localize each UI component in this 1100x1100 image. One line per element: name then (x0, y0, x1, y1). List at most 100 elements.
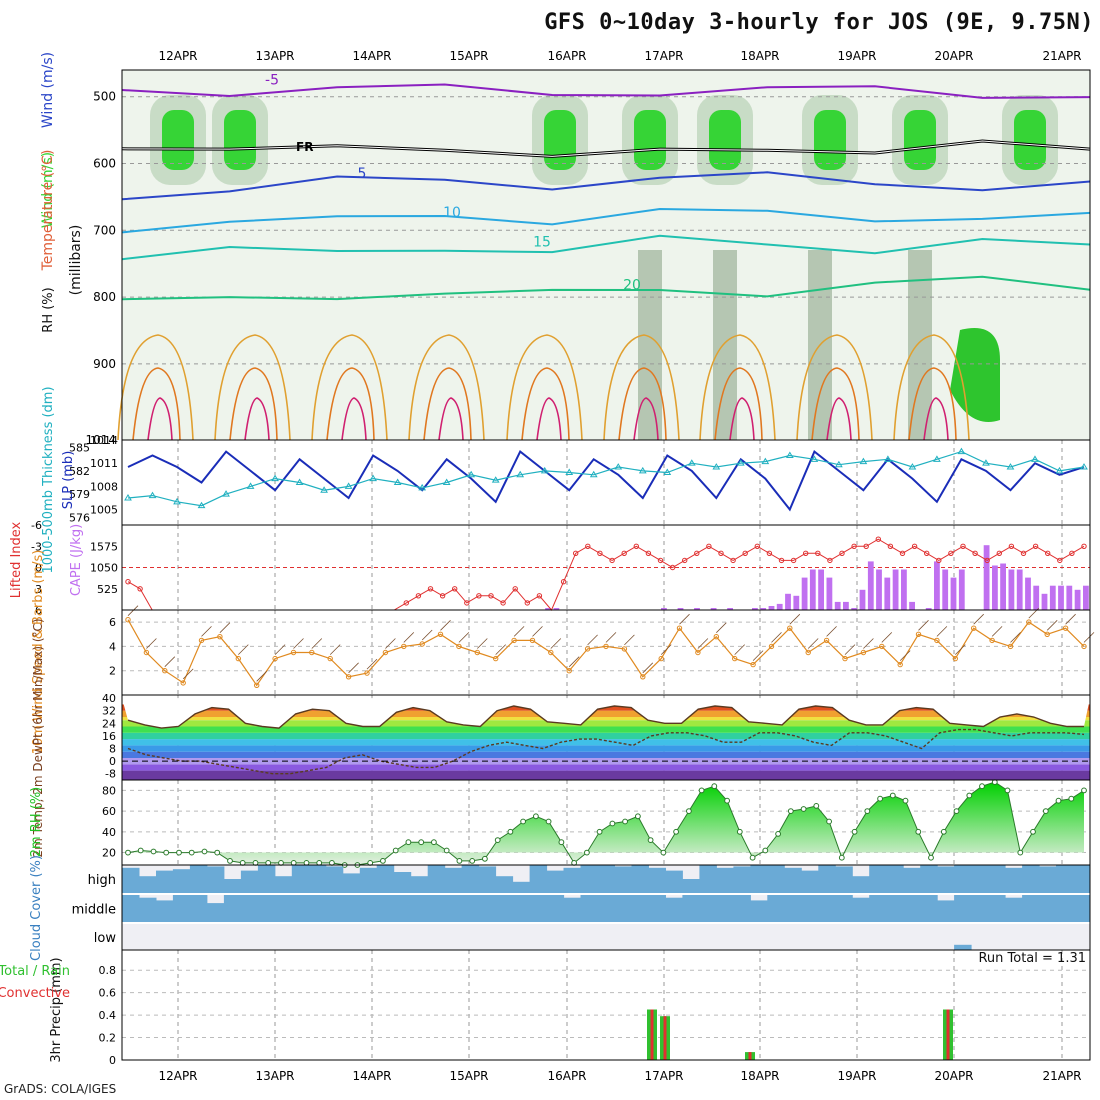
cloud-cell (427, 895, 446, 922)
thickness-point (785, 451, 794, 458)
wind-speed-point (382, 649, 389, 656)
cloud-cell (682, 895, 700, 922)
panel-label: 10m Wind Speed & Barbs (m/s) (31, 550, 46, 755)
pressure-tick: 700 (93, 223, 116, 237)
thickness-point (491, 476, 500, 483)
wind-barb (182, 668, 194, 680)
li-point (415, 593, 422, 599)
cloud-cell (223, 895, 242, 922)
wind-barb (256, 671, 267, 682)
cape-bar (851, 608, 858, 610)
cloud-cell (393, 872, 412, 893)
wind-barb (1010, 632, 1021, 643)
cloud-cell (325, 866, 344, 893)
isotherm-label: -5 (265, 73, 279, 89)
temp-color-band (122, 710, 1090, 717)
li-point (936, 557, 942, 564)
cloud-cell (240, 895, 259, 922)
cloud-cell (512, 895, 531, 922)
temp-color-band (122, 764, 1090, 771)
cloud-cell (376, 895, 395, 922)
pressure-tick: 800 (93, 290, 116, 304)
cloud-cell (1073, 865, 1091, 893)
isotherm-line (121, 207, 1091, 234)
cloud-cell (784, 867, 802, 893)
slp-tick: 1011 (90, 457, 118, 470)
precip-tick: 0.4 (99, 1009, 117, 1022)
cloud-cell (767, 865, 785, 893)
wind-barb (201, 626, 212, 637)
wind-speed-point (235, 655, 242, 662)
wind-barb (329, 644, 341, 655)
date-label-top: 21APR (1042, 49, 1081, 63)
date-label-top: 17APR (644, 49, 683, 63)
cloud-cell (325, 895, 344, 922)
li-point (887, 543, 894, 549)
bl-isotherm (147, 397, 173, 441)
bl-isotherm (244, 397, 270, 441)
li-point (730, 557, 736, 564)
wind-barb (568, 656, 580, 667)
precip-tick: 0.8 (99, 964, 117, 977)
wind-barb (495, 644, 506, 655)
cloud-cell (852, 876, 870, 893)
cape-bar (867, 561, 874, 610)
wind-barb (550, 638, 562, 649)
cloud-cell (478, 895, 497, 922)
wind-speed-point (456, 643, 462, 650)
wind-speed-point (676, 625, 683, 631)
precip-tick: 0.6 (99, 987, 117, 1000)
wind-speed-point (805, 649, 811, 656)
wind-speed-point (934, 637, 940, 644)
rh-point (813, 803, 820, 809)
rh-tick: 80 (102, 784, 116, 797)
cloud-cell (954, 865, 972, 893)
cloud-cell (156, 870, 174, 893)
li-point (645, 550, 652, 556)
thickness-point (124, 493, 132, 501)
temp-color-band (122, 739, 1090, 746)
cape-bar (892, 569, 899, 610)
rh-point (494, 837, 501, 843)
bl-isotherm (423, 367, 472, 441)
wind-speed-point (787, 625, 793, 631)
li-point (742, 550, 748, 556)
thickness-point (663, 468, 672, 475)
wind-speed-point (952, 655, 958, 662)
isotherm-label: 20 (623, 278, 641, 294)
cloud-cell (410, 895, 429, 922)
cloud-cell (580, 865, 598, 893)
cloud-cell (1005, 897, 1023, 922)
wind-barb (863, 638, 874, 649)
wind-barb (734, 644, 745, 655)
panel-label: Cloud Cover (%) (29, 855, 44, 961)
rh-region-high (224, 110, 256, 170)
li-point (1081, 543, 1087, 549)
cloud-cell (971, 895, 989, 922)
wind-speed-point (198, 637, 205, 644)
cape-bar (710, 608, 717, 610)
date-label-bottom: 18APR (740, 1069, 779, 1083)
wind-speed-point (695, 649, 701, 656)
rh-point (482, 855, 488, 862)
run-total: Run Total = 1.31 (978, 951, 1086, 966)
li-point (524, 600, 530, 606)
date-label-top: 13APR (255, 49, 294, 63)
cape-bar (843, 601, 849, 610)
cloud-cell (308, 895, 327, 922)
cloud-cell (631, 865, 649, 893)
cloud-cell (733, 866, 751, 893)
cloud-cell (529, 895, 548, 922)
wind-barb (807, 638, 819, 649)
cloud-cell (359, 895, 378, 922)
rh-point (762, 847, 769, 854)
rh-point (787, 808, 794, 814)
date-label-top: 19APR (837, 49, 876, 63)
cloud-cell (1005, 867, 1023, 893)
thickness-point (197, 501, 206, 509)
rh-point (163, 849, 170, 856)
wind-tick: 4 (109, 640, 116, 653)
panel-label: (millibars) (68, 225, 84, 296)
wind-barb (127, 605, 139, 616)
li-point (512, 586, 518, 592)
